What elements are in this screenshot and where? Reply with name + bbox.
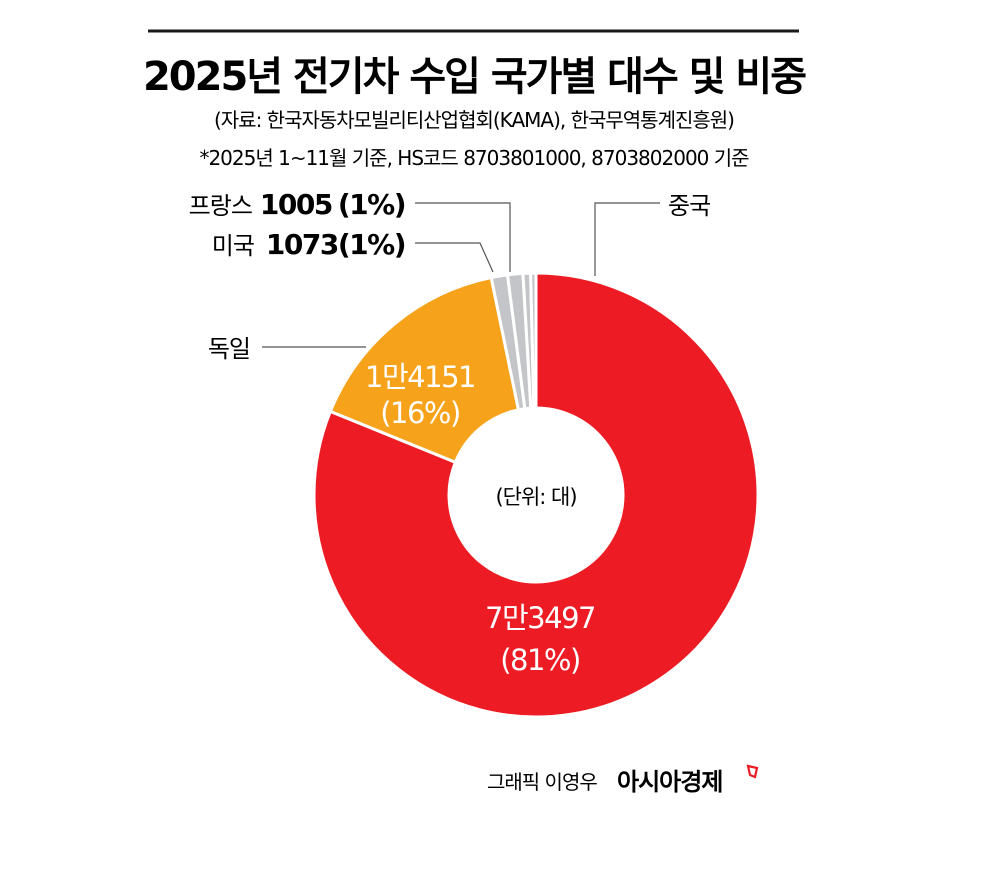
chart-source: (자료: 한국자동차모빌리티산업협회(KAMA), 한국무역통계진흥원)	[214, 108, 734, 132]
label-germany-name: 독일	[208, 335, 250, 363]
label-germany-value: 1만4151	[365, 360, 475, 394]
label-germany-percent: (16%)	[380, 396, 460, 430]
leader-line-china	[594, 202, 660, 276]
chart-title: 2025년 전기차 수입 국가별 대수 및 비중	[143, 54, 806, 100]
leader-line-usa	[415, 242, 494, 273]
credit-author: 그래픽 이영우	[487, 770, 597, 794]
donut-slice-독일	[328, 275, 521, 465]
label-usa: 미국 1073(1%)	[212, 228, 405, 261]
donut-slice-중국	[312, 271, 760, 719]
credit-logo: 아시아경제	[617, 768, 722, 796]
chart-note: *2025년 1~11월 기준, HS코드 8703801000, 870380…	[199, 146, 749, 170]
label-france: 프랑스 1005 (1%)	[189, 188, 405, 221]
label-china-percent: (81%)	[500, 643, 580, 677]
leader-line-france	[415, 202, 511, 272]
unit-label: (단위: 대)	[495, 485, 576, 509]
label-china-value: 7만3497	[485, 601, 595, 635]
logo-mark-icon	[746, 764, 759, 779]
label-china-name: 중국	[668, 192, 710, 220]
donut-slices	[312, 271, 760, 719]
donut-slice-other-5	[529, 271, 538, 410]
